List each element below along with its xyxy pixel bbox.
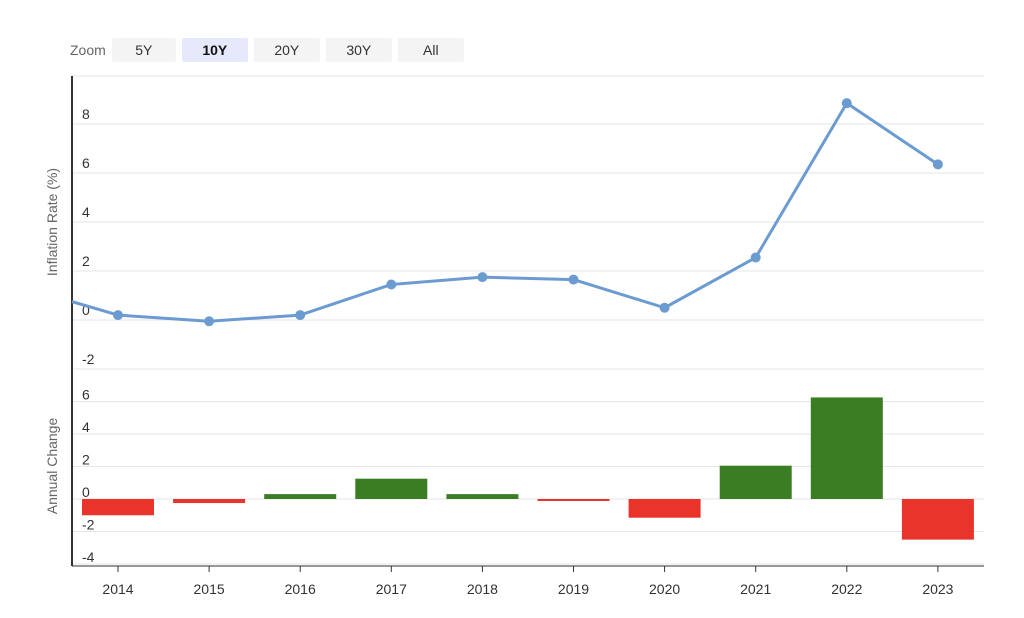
x-tick-label-2023: 2023 [922, 581, 953, 597]
line-point-2016[interactable] [295, 310, 306, 321]
top-y-tick-label-2: 2 [82, 253, 90, 269]
zoom-button-all[interactable]: All [397, 38, 464, 62]
line-point-2019[interactable] [568, 274, 579, 285]
x-tick-label-2014: 2014 [102, 581, 133, 597]
bar-2023 [901, 499, 974, 540]
line-point-2017[interactable] [386, 279, 397, 290]
inflation-line-series [71, 98, 943, 327]
zoom-button-20y[interactable]: 20Y [253, 38, 320, 62]
zoom-button-30y[interactable]: 30Y [325, 38, 392, 62]
top-y-tick-label-3: 4 [82, 204, 90, 220]
line-point-2018[interactable] [477, 272, 488, 283]
bottom-y-tick-label-5: 6 [82, 387, 90, 403]
bar-2020 [628, 499, 701, 518]
y-axis-title-annual-change: Annual Change [44, 418, 60, 515]
bar-2016 [264, 494, 337, 499]
bottom-y-tick-label-3: 2 [82, 452, 90, 468]
inflation-line [71, 101, 939, 323]
zoom-button-10y[interactable]: 10Y [181, 38, 248, 62]
top-y-tick-label-4: 6 [82, 155, 90, 171]
bar-2022 [810, 397, 883, 499]
top-y-tick-label-5: 8 [82, 106, 90, 122]
x-tick-label-2020: 2020 [649, 581, 680, 597]
y-axis-title-inflation: Inflation Rate (%) [44, 168, 60, 276]
x-tick-label-2021: 2021 [740, 581, 771, 597]
line-point-2020[interactable] [659, 302, 670, 313]
zoom-controls: Zoom 5Y 10Y 20Y 30Y All [70, 38, 470, 62]
line-point-2014[interactable] [113, 310, 123, 321]
zoom-button-5y[interactable]: 5Y [111, 38, 176, 62]
x-tick-label-2015: 2015 [194, 581, 225, 597]
bottom-y-tick-label-1: -2 [82, 517, 95, 533]
x-tick-label-2022: 2022 [831, 581, 862, 597]
axis-labels: Inflation Rate (%) Annual Change [44, 168, 60, 514]
line-point-2022[interactable] [841, 98, 852, 109]
bar-2017 [355, 478, 428, 499]
x-tick-label-2018: 2018 [467, 581, 498, 597]
x-tick-label-2017: 2017 [376, 581, 407, 597]
line-point-2015[interactable] [204, 316, 215, 327]
chart-axes: 2014 2015 2016 2017 2018 2019 2020 2021 2022 2023 [71, 76, 984, 597]
zoom-label: Zoom [70, 42, 106, 58]
top-y-tick-label-0: -2 [82, 351, 95, 367]
bar-2015 [173, 499, 246, 504]
bottom-y-tick-label-2: 0 [82, 484, 90, 500]
bottom-y-tick-label-0: -4 [82, 549, 95, 565]
line-point-2021[interactable] [750, 252, 761, 263]
bar-2019 [537, 499, 610, 501]
bar-2014 [82, 499, 154, 516]
top-panel-grid: -2 0 2 4 6 8 [72, 75, 984, 370]
bar-2021 [719, 465, 792, 499]
bar-2018 [446, 494, 519, 499]
x-tick-label-2016: 2016 [285, 581, 316, 597]
annual-change-bars [82, 397, 974, 540]
top-y-tick-label-1: 0 [82, 302, 90, 318]
x-tick-label-2019: 2019 [558, 581, 589, 597]
line-point-2023[interactable] [932, 159, 943, 170]
bottom-y-tick-label-4: 4 [82, 419, 90, 435]
